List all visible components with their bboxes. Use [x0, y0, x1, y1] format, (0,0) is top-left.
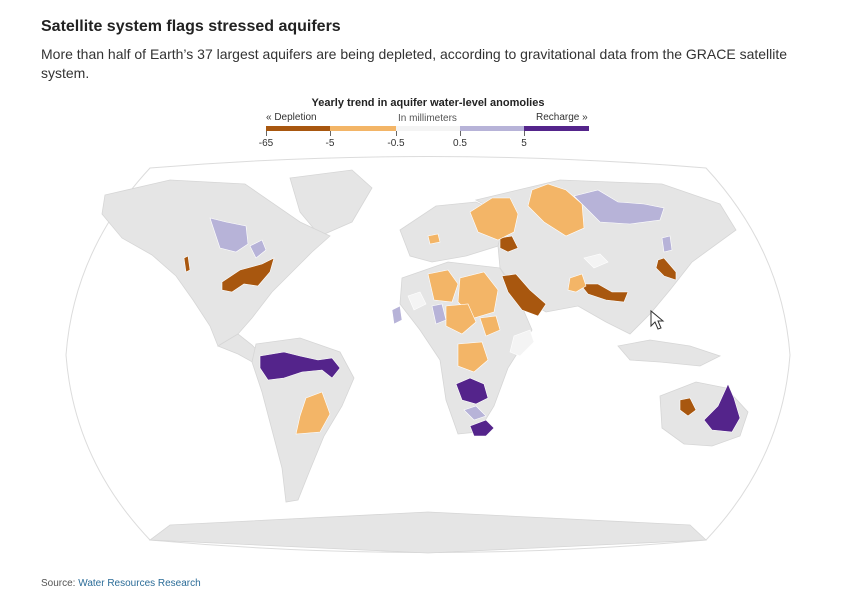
aquifer-arabian [501, 273, 547, 317]
aquifer-central-valley [183, 255, 191, 273]
aquifer-paris-basin [427, 233, 441, 245]
aquifer-tarim-basin [583, 253, 609, 269]
headline: Satellite system flags stressed aquifers [41, 18, 341, 35]
legend-tick-label: 0.5 [453, 138, 467, 149]
aquifer-chad-basin [445, 303, 477, 335]
legend-swatch-moderate-depletion [330, 126, 396, 131]
legend-tick-label: -5 [325, 138, 335, 149]
mouse-cursor-icon [650, 309, 665, 330]
aquifer-taoudeni [391, 305, 403, 325]
legend-title: Yearly trend in aquifer water-level anom… [311, 97, 545, 109]
aquifer-indus-ganges [579, 283, 629, 303]
legend-tick-mark [396, 131, 397, 136]
land-antarctica [148, 511, 707, 554]
legend-recharge-label: Recharge » [536, 112, 588, 123]
legend-tick-mark [460, 131, 461, 136]
aquifer-sahara-west [427, 269, 459, 303]
aquifer-song-liao [661, 235, 673, 253]
aquifer-congo-basin [457, 341, 489, 373]
legend-tick-label: -65 [258, 138, 274, 149]
legend-tick-mark [330, 131, 331, 136]
aquifer-senegal-basin [407, 291, 427, 311]
source-label: Source: [41, 578, 76, 589]
aquifer-russian-platform [469, 197, 519, 241]
aquifer-west-siberian [527, 183, 585, 237]
aquifer-great-artesian-basin [703, 383, 741, 433]
legend-swatch-strong-depletion [266, 126, 330, 131]
aquifer-lower-kalahari [455, 377, 489, 405]
legend-tick-mark [266, 131, 267, 136]
aquifer-cambro-ordovician [249, 239, 267, 259]
world-map [65, 156, 791, 554]
aquifer-ganges-brahmaputra [567, 273, 587, 293]
dek: More than half of Earth’s 37 largest aqu… [41, 46, 788, 81]
aquifer-cape-fold [469, 419, 495, 437]
land-north-america [101, 179, 331, 347]
source-link[interactable]: Water Resources Research [78, 578, 201, 589]
aquifer-tunguss-basin [573, 189, 665, 225]
aquifer-iullemeden [431, 303, 447, 325]
legend-depletion-label: « Depletion [266, 112, 317, 123]
legend-swatch-near-zero [396, 126, 460, 131]
legend-unit-label: In millimeters [398, 113, 457, 124]
land-indonesia [617, 339, 722, 367]
aquifer-sudd-basin [479, 315, 501, 337]
legend-tick-label: 5 [521, 138, 527, 149]
aquifer-caspian [499, 235, 519, 253]
legend-swatch-moderate-recharge [460, 126, 524, 131]
land-greenland [289, 169, 373, 237]
aquifer-amazon-basin [259, 351, 341, 381]
aquifer-northern-great-plains [209, 217, 249, 253]
legend-tick-mark [524, 131, 525, 136]
source-line: Source: Water Resources Research [41, 578, 201, 589]
aquifer-guarani [295, 391, 331, 435]
aquifer-ogaden-juba [509, 329, 535, 357]
aquifers [183, 183, 741, 437]
aquifer-north-china-plain [655, 257, 677, 281]
legend-tick-label: -0.5 [387, 138, 405, 149]
aquifer-canning-basin [679, 397, 697, 417]
aquifer-us-gulf-plains [221, 257, 275, 293]
legend-swatch-strong-recharge [524, 126, 589, 131]
aquifer-karoo-basin [463, 405, 487, 421]
